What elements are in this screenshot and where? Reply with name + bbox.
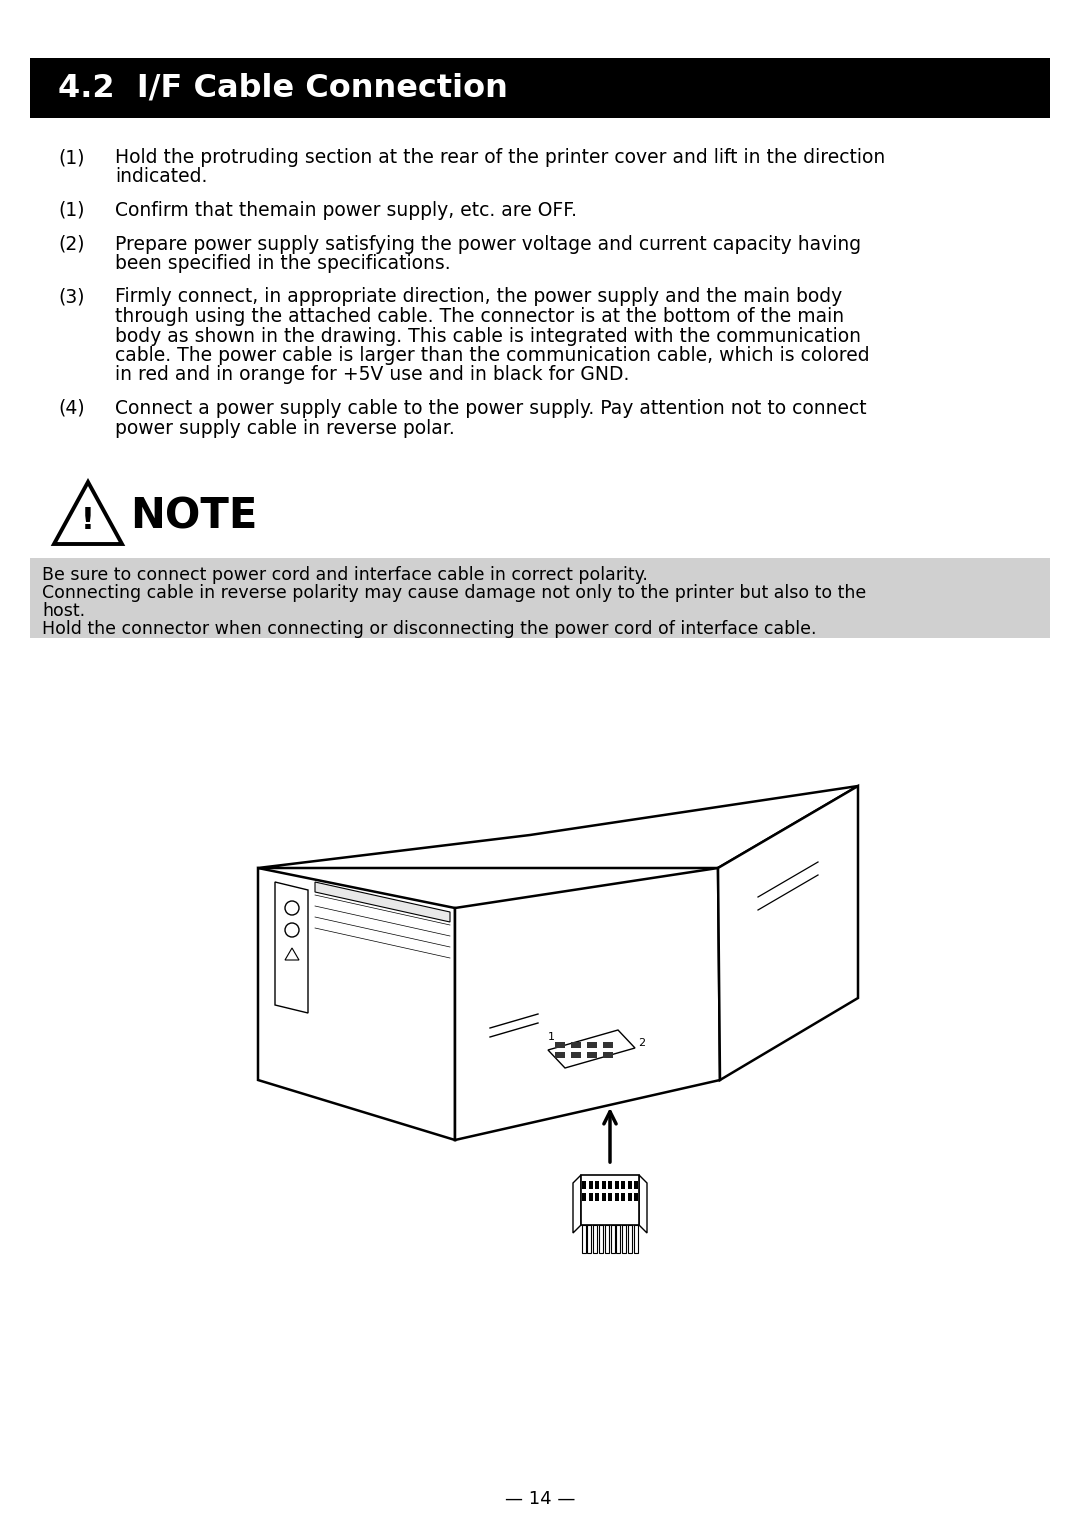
Bar <box>617 1225 620 1252</box>
Bar <box>588 1041 597 1047</box>
Polygon shape <box>548 1031 635 1067</box>
Bar <box>608 1180 612 1190</box>
Text: — 14 —: — 14 — <box>504 1489 576 1508</box>
Text: indicated.: indicated. <box>114 168 207 187</box>
Bar <box>588 1052 597 1058</box>
Bar <box>603 1052 613 1058</box>
Bar <box>621 1180 625 1190</box>
Bar <box>581 1174 639 1225</box>
Text: Be sure to connect power cord and interface cable in correct polarity.: Be sure to connect power cord and interf… <box>42 566 648 584</box>
Bar <box>582 1193 586 1200</box>
Bar <box>615 1193 619 1200</box>
Bar <box>627 1193 632 1200</box>
Bar <box>571 1052 581 1058</box>
Text: Connect a power supply cable to the power supply. Pay attention not to connect: Connect a power supply cable to the powe… <box>114 399 866 417</box>
Text: Hold the protruding section at the rear of the printer cover and lift in the dir: Hold the protruding section at the rear … <box>114 148 886 167</box>
Bar <box>603 1041 613 1047</box>
Text: in red and in orange for +5V use and in black for GND.: in red and in orange for +5V use and in … <box>114 365 630 384</box>
Text: (3): (3) <box>58 287 84 306</box>
Bar <box>599 1225 603 1252</box>
Text: Connecting cable in reverse polarity may cause damage not only to the printer bu: Connecting cable in reverse polarity may… <box>42 584 866 602</box>
Text: (1): (1) <box>58 148 84 167</box>
Bar <box>608 1193 612 1200</box>
Text: cable. The power cable is larger than the communication cable, which is colored: cable. The power cable is larger than th… <box>114 346 869 365</box>
Polygon shape <box>258 786 858 868</box>
Text: through using the attached cable. The connector is at the bottom of the main: through using the attached cable. The co… <box>114 307 845 326</box>
Text: (4): (4) <box>58 399 84 417</box>
Bar <box>30 58 1050 118</box>
Bar <box>595 1193 599 1200</box>
Polygon shape <box>275 882 308 1014</box>
Bar <box>588 1225 592 1252</box>
Text: !: ! <box>81 506 95 535</box>
Bar <box>555 1052 565 1058</box>
Bar <box>571 1041 581 1047</box>
Bar <box>634 1193 638 1200</box>
Text: 4.2  I/F Cable Connection: 4.2 I/F Cable Connection <box>58 72 508 104</box>
Text: (2): (2) <box>58 234 84 254</box>
Text: 1: 1 <box>548 1032 555 1041</box>
Bar <box>627 1225 632 1252</box>
Text: Confirm that themain power supply, etc. are OFF.: Confirm that themain power supply, etc. … <box>114 200 577 220</box>
Bar <box>634 1225 638 1252</box>
Text: host.: host. <box>42 602 85 619</box>
Text: (1): (1) <box>58 200 84 220</box>
Polygon shape <box>573 1174 581 1232</box>
Bar <box>610 1225 615 1252</box>
Bar <box>595 1180 599 1190</box>
Bar <box>634 1180 638 1190</box>
Text: Hold the connector when connecting or disconnecting the power cord of interface : Hold the connector when connecting or di… <box>42 619 816 638</box>
Bar <box>605 1225 609 1252</box>
Bar <box>622 1225 626 1252</box>
Bar <box>555 1041 565 1047</box>
Bar <box>581 1225 585 1252</box>
Bar <box>593 1225 597 1252</box>
Bar <box>615 1180 619 1190</box>
Polygon shape <box>285 948 299 960</box>
Polygon shape <box>455 868 720 1141</box>
Text: Firmly connect, in appropriate direction, the power supply and the main body: Firmly connect, in appropriate direction… <box>114 287 842 306</box>
Polygon shape <box>315 882 450 922</box>
Bar <box>627 1180 632 1190</box>
Bar <box>621 1193 625 1200</box>
Bar <box>589 1180 593 1190</box>
Polygon shape <box>718 786 858 1079</box>
Bar <box>602 1193 606 1200</box>
Text: been specified in the specifications.: been specified in the specifications. <box>114 254 450 274</box>
Polygon shape <box>258 868 455 1141</box>
Text: NOTE: NOTE <box>130 495 257 537</box>
Text: Prepare power supply satisfying the power voltage and current capacity having: Prepare power supply satisfying the powe… <box>114 234 861 254</box>
Bar <box>589 1193 593 1200</box>
Bar <box>30 558 1050 638</box>
Bar <box>602 1180 606 1190</box>
Text: body as shown in the drawing. This cable is integrated with the communication: body as shown in the drawing. This cable… <box>114 327 861 346</box>
Text: power supply cable in reverse polar.: power supply cable in reverse polar. <box>114 419 455 437</box>
Polygon shape <box>639 1174 647 1232</box>
Bar <box>582 1180 586 1190</box>
Text: 2: 2 <box>638 1038 645 1047</box>
